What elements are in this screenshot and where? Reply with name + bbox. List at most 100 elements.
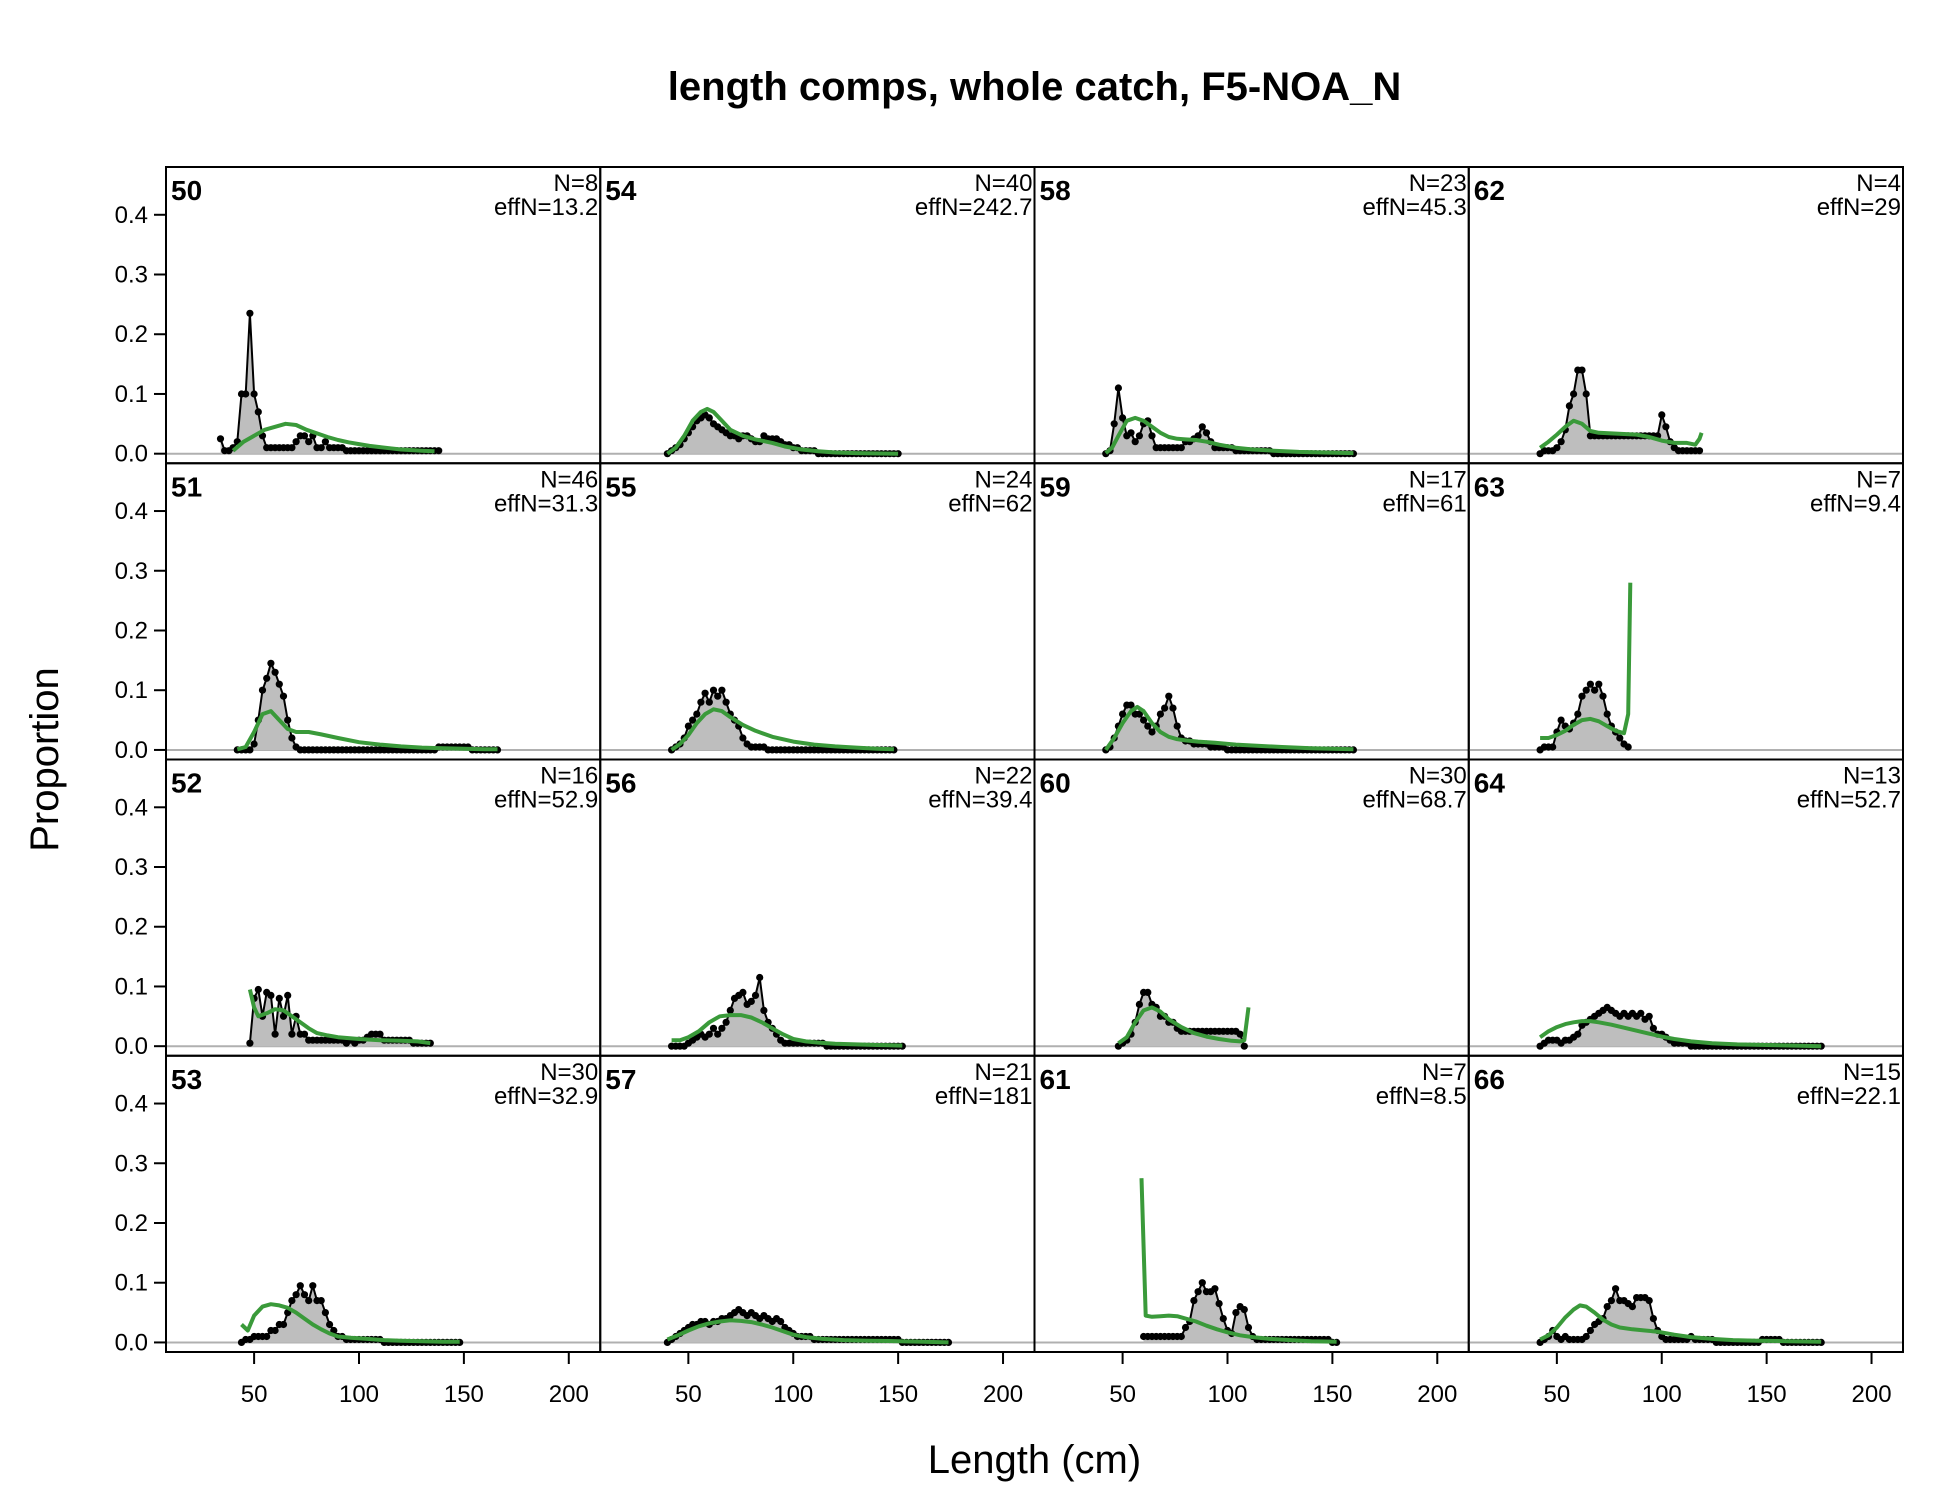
chart-title: length comps, whole catch, F5-NOA_N — [668, 65, 1401, 109]
panel-effn-label: effN=13.2 — [494, 194, 598, 221]
observed-point — [1574, 1030, 1582, 1038]
observed-point — [1144, 988, 1152, 997]
observed-point — [1578, 692, 1586, 700]
panel-year-label: 58 — [1040, 175, 1071, 206]
observed-point — [1582, 390, 1590, 398]
observed-point — [435, 447, 443, 455]
x-tick-label: 150 — [878, 1381, 918, 1408]
x-tick-label: 200 — [1852, 1381, 1892, 1408]
observed-point — [1244, 1323, 1253, 1332]
observed-point — [271, 1326, 279, 1335]
observed-point — [1578, 366, 1586, 374]
observed-point — [279, 692, 288, 700]
panel-effn-label: effN=52.7 — [1797, 787, 1901, 814]
observed-area — [667, 414, 899, 454]
y-tick-label: 0.1 — [115, 973, 148, 1000]
observed-point — [739, 734, 747, 742]
observed-point — [275, 994, 283, 1003]
y-tick-label: 0.2 — [115, 914, 148, 941]
observed-point — [1198, 1279, 1206, 1287]
panel-n-label: N=23 — [1409, 170, 1467, 197]
x-tick-label: 100 — [1207, 1381, 1247, 1408]
observed-point — [1607, 1297, 1615, 1305]
panel-effn-label: effN=32.9 — [494, 1083, 598, 1110]
x-tick-label: 50 — [675, 1381, 702, 1408]
observed-point — [1553, 444, 1561, 452]
y-tick-label: 0.3 — [115, 854, 148, 881]
observed-point — [263, 1332, 271, 1341]
observed-point — [705, 698, 713, 706]
y-tick-label: 0.3 — [115, 1150, 148, 1177]
panel-n-label: N=7 — [1856, 466, 1901, 493]
observed-point — [271, 668, 279, 676]
panel-year-label: 60 — [1040, 768, 1071, 799]
panel-effn-label: effN=29 — [1817, 194, 1901, 221]
panel-year-label: 66 — [1474, 1064, 1505, 1095]
observed-point — [284, 716, 292, 724]
expected-line — [1104, 704, 1354, 752]
x-tick-label: 50 — [1544, 1381, 1571, 1408]
observed-point — [693, 710, 701, 718]
panel-effn-label: effN=68.7 — [1362, 787, 1466, 814]
panel-year-label: 59 — [1040, 471, 1071, 502]
observed-point — [317, 444, 325, 452]
panel-effn-label: effN=45.3 — [1362, 194, 1466, 221]
observed-point — [1612, 1285, 1620, 1293]
observed-point — [1595, 680, 1603, 688]
observed-point — [292, 438, 300, 446]
expected-line — [666, 1318, 949, 1345]
observed-point — [1599, 692, 1607, 700]
observed-point — [718, 1024, 726, 1032]
panel-n-label: N=30 — [1409, 763, 1467, 790]
observed-point — [1219, 1315, 1227, 1323]
observed-point — [722, 698, 730, 706]
panel-effn-label: effN=242.7 — [915, 194, 1033, 221]
expected-line — [1539, 1303, 1822, 1344]
observed-point — [288, 734, 296, 742]
panel-n-label: N=15 — [1843, 1059, 1901, 1086]
observed-point — [705, 414, 713, 422]
observed-point — [279, 1012, 288, 1020]
y-tick-label: 0.1 — [115, 381, 148, 408]
observed-point — [1119, 414, 1127, 422]
observed-point — [1240, 1306, 1248, 1314]
observed-point — [288, 444, 296, 452]
expected-line — [236, 709, 498, 752]
observed-point — [1169, 704, 1177, 712]
x-tick-label: 100 — [1642, 1381, 1682, 1408]
panel-n-label: N=21 — [974, 1059, 1032, 1086]
panel-n-label: N=24 — [974, 466, 1032, 493]
observed-area — [671, 977, 903, 1047]
observed-point — [246, 309, 254, 317]
observed-point — [1131, 438, 1139, 446]
observed-point — [701, 689, 709, 697]
observed-point — [1645, 1012, 1653, 1020]
observed-point — [1173, 722, 1181, 730]
observed-point — [1565, 402, 1573, 410]
panel-year-label: 54 — [605, 175, 637, 206]
observed-point — [1211, 1285, 1219, 1293]
expected-line — [671, 1013, 903, 1048]
y-tick-label: 0.2 — [115, 1210, 148, 1237]
observed-area — [1143, 1282, 1337, 1343]
observed-point — [1695, 447, 1704, 455]
panel-n-label: N=46 — [540, 466, 598, 493]
y-tick-label: 0.1 — [115, 677, 148, 704]
observed-point — [1135, 1000, 1143, 1009]
observed-point — [216, 435, 225, 443]
observed-point — [709, 686, 718, 694]
panel-n-label: N=30 — [540, 1059, 598, 1086]
observed-point — [288, 1030, 296, 1038]
observed-point — [1557, 716, 1565, 724]
observed-point — [300, 1291, 309, 1299]
observed-point — [1135, 710, 1143, 718]
x-tick-label: 200 — [549, 1381, 589, 1408]
expected-line — [247, 989, 431, 1046]
